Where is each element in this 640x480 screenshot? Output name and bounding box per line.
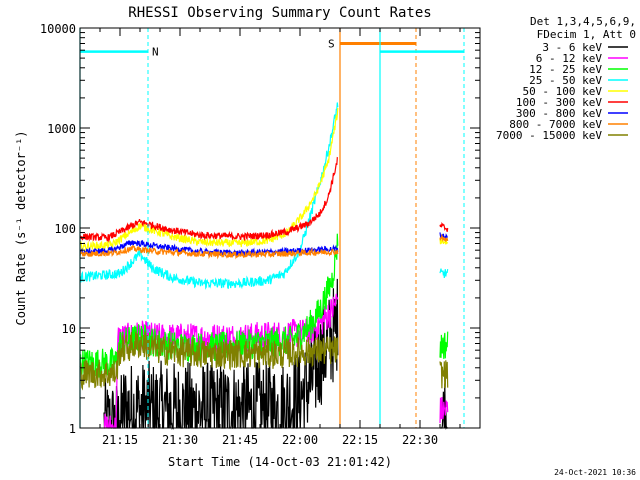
legend-label-12-25-kev: 12 - 25 keV (529, 63, 602, 76)
legend-label-3-6-kev: 3 - 6 keV (542, 41, 602, 54)
legend-label-25-50-kev: 25 - 50 keV (529, 74, 602, 87)
series-line-7000-15000-kev-late (439, 360, 449, 389)
series-line-25-50-kev-late (439, 268, 449, 279)
legend-header-line-1: Det 1,3,4,5,6,9, (530, 15, 636, 28)
timestamp: 24-Oct-2021 10:36 (554, 468, 636, 477)
legend-label-800-7000-kev: 800 - 7000 keV (509, 118, 602, 131)
night-flag-label: N (152, 46, 159, 59)
legend-label-100-300-kev: 100 - 300 keV (516, 96, 602, 109)
x-tick-label: 22:30 (402, 433, 438, 447)
series-line-12-25-kev-late (439, 331, 449, 359)
series-line-100-300-kev-late (439, 221, 449, 232)
legend: Det 1,3,4,5,6,9, FDecim 1, Att 0 3 - 6 k… (496, 15, 636, 142)
series-line-7000-15000-kev (79, 331, 339, 391)
series-line-100-300-kev (79, 156, 339, 243)
legend-label-300-800-kev: 300 - 800 keV (516, 107, 602, 120)
y-axis: 1 10 100 1000 10000 (40, 22, 480, 436)
legend-header-line-2: FDecim 1, Att 0 (537, 28, 636, 41)
y-tick-label: 100 (54, 222, 76, 236)
series-line-800-7000-kev-late (439, 233, 449, 242)
legend-label-7000-15000-kev: 7000 - 15000 keV (496, 129, 602, 142)
legend-label-6-12-kev: 6 - 12 keV (536, 52, 603, 65)
y-tick-label: 10 (62, 322, 76, 336)
legend-label-50-100-kev: 50 - 100 keV (523, 85, 603, 98)
x-axis-label: Start Time (14-Oct-03 21:01:42) (168, 455, 392, 469)
x-axis: 21:15 21:30 21:45 22:00 22:15 22:30 (99, 28, 461, 447)
x-tick-label: 21:30 (162, 433, 198, 447)
x-tick-label: 21:15 (102, 433, 138, 447)
series-line-3-6-kev (103, 278, 339, 430)
series-line-800-7000-kev (79, 244, 339, 260)
chart-title: RHESSI Observing Summary Count Rates (128, 5, 431, 21)
series-line-50-100-kev (79, 107, 339, 252)
series-line-50-100-kev-late (439, 238, 449, 245)
y-tick-label: 1000 (47, 122, 76, 136)
series-layer (79, 102, 449, 430)
y-axis-label: Count Rate (s⁻¹ detector⁻¹) (14, 130, 28, 325)
series-line-6-12-kev-late (439, 396, 449, 424)
saa-flag-label: S (328, 37, 335, 50)
y-tick-label: 10000 (40, 22, 76, 36)
x-tick-label: 22:15 (342, 433, 378, 447)
y-tick-label: 1 (69, 422, 76, 436)
x-tick-label: 22:00 (282, 433, 318, 447)
x-tick-label: 21:45 (222, 433, 258, 447)
